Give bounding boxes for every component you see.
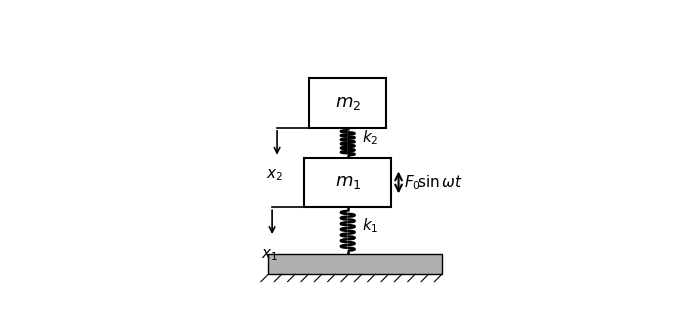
Bar (268, 254, 442, 274)
Text: $x_1$: $x_1$ (261, 247, 278, 263)
Text: $F_0\!\sin\omega t$: $F_0\!\sin\omega t$ (403, 173, 463, 192)
Text: $k_2$: $k_2$ (362, 128, 378, 147)
Text: $m_1$: $m_1$ (335, 174, 361, 192)
Text: $k_1$: $k_1$ (362, 216, 378, 235)
Text: $x_2$: $x_2$ (266, 167, 283, 183)
Bar (309, 78, 386, 128)
Text: $m_2$: $m_2$ (335, 94, 361, 112)
Bar (304, 158, 391, 207)
